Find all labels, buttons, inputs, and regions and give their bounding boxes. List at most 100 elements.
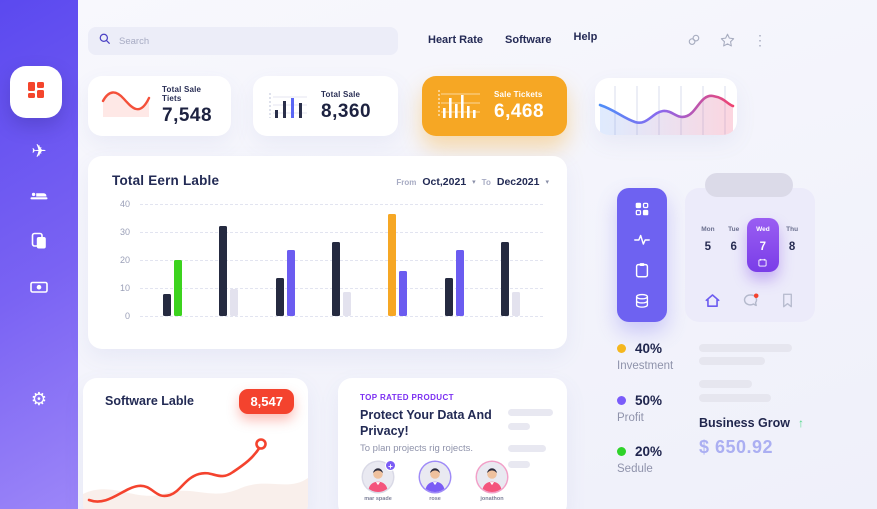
bar <box>286 250 295 316</box>
nav-link-help[interactable]: Help <box>573 31 598 43</box>
calendar-day-mon[interactable]: Mon 5 <box>695 218 721 253</box>
bar <box>455 250 464 316</box>
kebab-menu-icon[interactable]: ⋮ <box>753 32 767 48</box>
from-dropdown[interactable]: Oct,2021 <box>422 176 467 188</box>
bar <box>219 226 228 316</box>
skeleton-line <box>699 394 771 402</box>
star-icon[interactable] <box>719 32 736 54</box>
legend-percent: 40% <box>635 341 663 356</box>
top-rated-heading: Protect Your Data And Privacy! <box>360 408 492 439</box>
avatar-row: + mar spade rose jonathon <box>356 460 514 502</box>
sidebar-item-dashboard[interactable] <box>10 66 62 118</box>
top-rated-tag: TOP RATED PRODUCT <box>360 393 454 402</box>
bar <box>173 260 182 316</box>
sidebar-item-travel[interactable]: ✈ <box>0 136 78 166</box>
avatar-name: mar spade <box>364 496 392 502</box>
day-name: Wed <box>756 226 770 233</box>
caret-down-icon: ▾ <box>545 179 549 186</box>
legend-dot <box>617 396 626 405</box>
nav-link-software[interactable]: Software <box>505 34 552 46</box>
y-tick-label: 20 <box>119 255 130 265</box>
from-label: From <box>396 177 417 187</box>
mini-calendar-icon <box>758 254 767 271</box>
bar <box>342 292 351 316</box>
legend-item-sedule: 20% Sedule <box>617 444 662 475</box>
stat-value: 6,468 <box>494 100 545 122</box>
calendar-days: Mon 5 Tue 6 Wed 7 Thu 8 <box>695 218 805 272</box>
add-contact-badge[interactable]: + <box>385 460 396 471</box>
legend-item-investment: 40% Investment <box>617 341 673 372</box>
stat-value: 8,360 <box>321 100 372 122</box>
skeleton-line <box>508 445 546 452</box>
gridline <box>140 204 543 205</box>
calendar-footer-icons <box>703 291 797 310</box>
gridline <box>140 316 543 317</box>
legend-dot <box>617 344 626 353</box>
skeleton-line <box>508 409 553 416</box>
calendar-header-pill <box>705 173 793 197</box>
bar-group <box>331 204 351 316</box>
white-bars-sparkline-icon <box>434 84 484 129</box>
stat-value: 7,548 <box>162 105 213 126</box>
clipboard-icon[interactable] <box>633 261 651 279</box>
day-number: 6 <box>730 241 737 253</box>
stat-label: Total Sale Tiets <box>162 85 202 103</box>
y-tick-label: 40 <box>119 199 130 209</box>
bar <box>388 213 397 316</box>
avatar-name: jonathon <box>480 496 504 502</box>
bookmark-icon[interactable] <box>778 291 797 310</box>
to-dropdown[interactable]: Dec2021 <box>496 176 540 188</box>
bar <box>331 241 340 316</box>
home-icon[interactable] <box>703 291 722 310</box>
stat-card-total-sale: Total Sale 8,360 <box>253 76 398 136</box>
bar-chart: 40 30 20 10 0 <box>108 199 547 330</box>
gradient-wave-sparkline-icon <box>595 86 737 135</box>
date-range-controls: From Oct,2021 ▾ To Dec2021 ▾ <box>396 176 549 188</box>
y-tick-label: 0 <box>124 311 130 321</box>
search-bar[interactable] <box>88 27 398 55</box>
bar-chart-plot <box>144 204 539 316</box>
grid-icon[interactable] <box>633 200 651 218</box>
caret-down-icon: ▾ <box>472 179 476 186</box>
bar <box>444 278 453 316</box>
day-number: 7 <box>759 241 767 253</box>
bar-group <box>501 204 521 316</box>
avatar-3[interactable]: jonathon <box>470 462 514 502</box>
chat-icon[interactable] <box>741 291 760 310</box>
skeleton-line <box>699 357 765 365</box>
bar <box>275 278 284 316</box>
database-icon[interactable] <box>633 292 651 310</box>
pulse-icon[interactable] <box>633 231 651 249</box>
search-input[interactable] <box>119 35 339 47</box>
nav-link-heart-rate[interactable]: Heart Rate <box>428 34 484 46</box>
day-number: 5 <box>704 241 712 253</box>
link-icon[interactable] <box>686 32 702 53</box>
legend-percent: 20% <box>635 444 663 459</box>
avatar-image: + <box>363 460 396 492</box>
calendar-card: Mon 5 Tue 6 Wed 7 Thu 8 <box>685 188 815 322</box>
skeleton-line <box>508 423 530 430</box>
sidebar-item-payments[interactable] <box>0 274 78 304</box>
avatar-image <box>477 462 507 492</box>
y-tick-label: 10 <box>119 283 130 293</box>
bar <box>230 289 239 316</box>
day-name: Mon <box>701 226 715 233</box>
avatar-2[interactable]: rose <box>413 462 457 502</box>
calendar-day-tue[interactable]: Tue 6 <box>721 218 747 253</box>
skeleton-line <box>699 344 792 352</box>
sidebar-item-hotel[interactable] <box>0 182 78 212</box>
business-grow-label: Business Grow <box>699 416 790 430</box>
stat-card-sale-tickets: Sale Tickets 6,468 <box>422 76 567 136</box>
mini-sidebar <box>617 188 667 322</box>
legend-label: Investment <box>617 360 674 372</box>
software-card-title: Software Lable <box>105 394 194 408</box>
sidebar-item-documents[interactable] <box>0 228 78 258</box>
red-line-chart <box>83 422 308 509</box>
avatar-1[interactable]: + mar spade <box>356 460 400 502</box>
top-rated-card: TOP RATED PRODUCT Protect Your Data And … <box>338 378 567 509</box>
calendar-day-thu[interactable]: Thu 8 <box>779 218 805 253</box>
day-number: 8 <box>788 241 796 253</box>
sidebar-item-settings[interactable]: ⚙ <box>0 384 78 414</box>
calendar-day-wed[interactable]: Wed 7 <box>746 218 780 272</box>
